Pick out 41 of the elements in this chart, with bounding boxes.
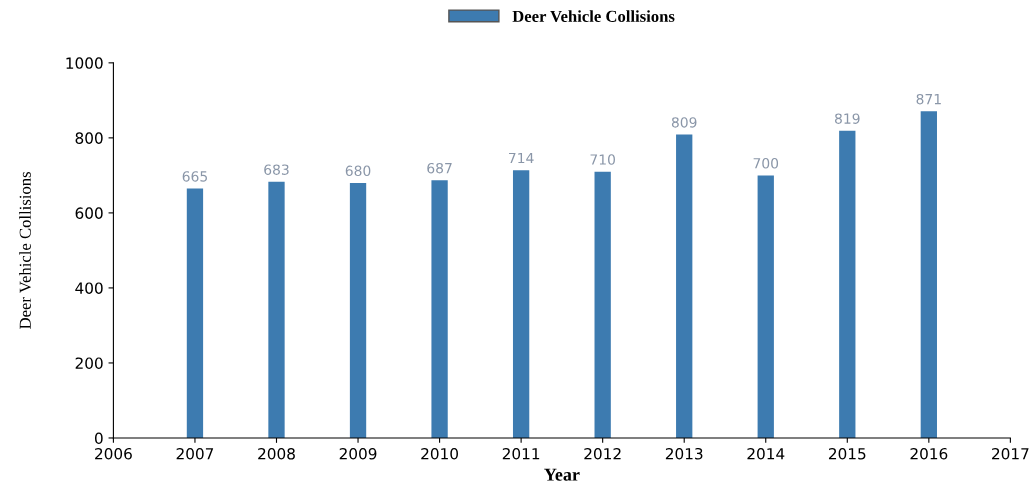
y-tick-label: 0 [94, 432, 103, 444]
data-label: 710 [590, 154, 615, 165]
x-tick-label: 2006 [95, 447, 132, 460]
data-label: 871 [916, 93, 941, 105]
data-label: 809 [671, 117, 697, 128]
data-label: 700 [753, 158, 779, 169]
bar [512, 170, 530, 438]
data-label: 683 [264, 164, 289, 175]
y-tick-label: 400 [75, 282, 103, 294]
x-tick-label: 2009 [339, 447, 377, 460]
x-tick-label: 2011 [502, 447, 540, 460]
bar [676, 134, 693, 438]
x-tick-label: 2016 [910, 447, 948, 460]
data-label: 680 [345, 165, 371, 177]
bar [268, 181, 285, 438]
bar [349, 182, 367, 438]
bar [594, 171, 611, 438]
bar [920, 111, 937, 438]
x-tick-label: 2013 [665, 447, 703, 460]
x-tick-label: 2008 [258, 447, 295, 460]
y-tick-label: 1000 [66, 57, 103, 69]
y-tick-label: 800 [75, 132, 103, 144]
bar [757, 175, 774, 438]
bar [186, 188, 204, 438]
data-label: 714 [509, 152, 534, 164]
x-tick-label: 2015 [828, 447, 866, 460]
x-axis-title: Year [544, 468, 580, 481]
x-tick-label: 2007 [176, 447, 214, 460]
data-label: 819 [834, 113, 860, 124]
data-label: 687 [427, 162, 452, 174]
x-tick-label: 2012 [584, 447, 621, 460]
x-tick-label: 2017 [992, 447, 1029, 460]
y-tick-label: 600 [75, 207, 103, 219]
x-tick-label: 2014 [747, 447, 785, 460]
data-label: 665 [182, 171, 207, 182]
x-tick-label: 2010 [421, 447, 459, 460]
legend-label: Deer Vehicle Collisions [512, 10, 675, 23]
bar [431, 180, 448, 438]
bar [839, 130, 856, 438]
y-tick-label: 200 [75, 357, 103, 369]
y-axis-title: Deer Vehicle Collisions [19, 172, 31, 329]
